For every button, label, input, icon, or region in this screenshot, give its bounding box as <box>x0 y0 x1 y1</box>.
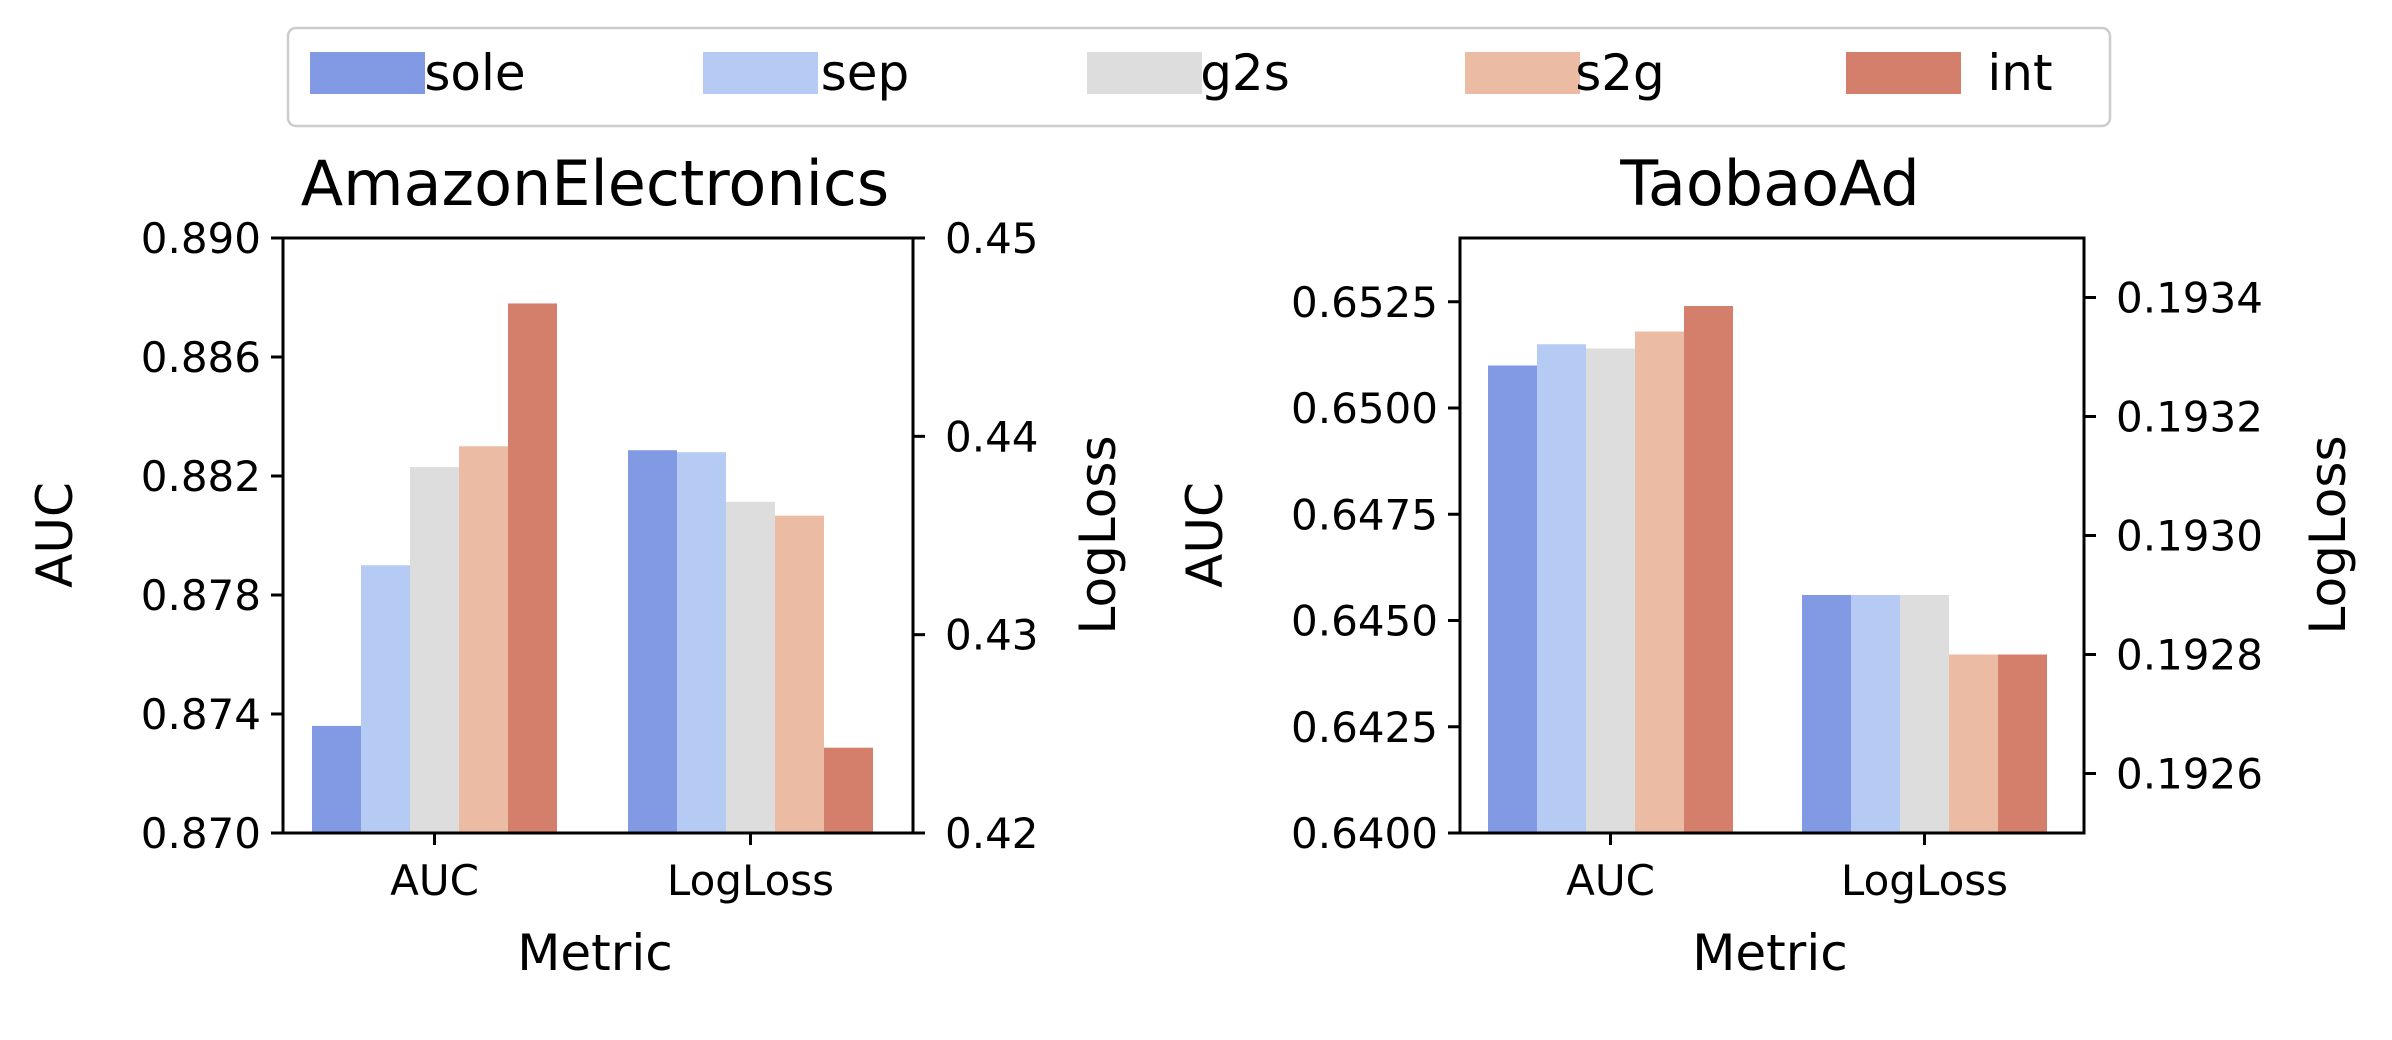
y-axis-right: 0.1926 0.1928 0.1930 0.1932 0.1934 <box>2084 274 2263 799</box>
bar-auc-int <box>1684 306 1733 833</box>
legend-label-sep: sep <box>821 44 910 102</box>
y-tick-label: 0.6450 <box>1291 597 1438 646</box>
legend-swatch-sole <box>310 52 425 94</box>
y-tick-label: 0.878 <box>141 571 261 620</box>
y-axis-label: AUC <box>1176 482 1234 588</box>
y-tick-label: 0.890 <box>141 214 261 263</box>
y-tick-label: 0.874 <box>141 690 261 739</box>
bar-logloss-s2g <box>1949 654 1998 833</box>
chart-title: AmazonElectronics <box>301 147 890 220</box>
bar-logloss-s2g <box>775 515 824 833</box>
y-axis-right-label: LogLoss <box>1069 436 1127 635</box>
bar-logloss-int <box>1998 654 2047 833</box>
legend-swatch-int <box>1846 52 1961 94</box>
x-tick-label: AUC <box>1566 856 1655 905</box>
y-tick-label: 0.870 <box>141 809 261 858</box>
chart-title: TaobaoAd <box>1619 147 1920 220</box>
y-right-tick-label: 0.45 <box>945 214 1039 263</box>
y-axis-right: 0.42 0.43 0.44 0.45 <box>913 214 1039 858</box>
bar-logloss-sole <box>1802 595 1851 833</box>
bar-auc-sep <box>361 565 410 833</box>
plot-frame <box>281 236 915 835</box>
bar-auc-s2g <box>459 446 508 833</box>
x-axis-label: Metric <box>517 924 672 982</box>
y-tick-label: 0.6525 <box>1291 278 1438 327</box>
y-axis-right-label: LogLoss <box>2299 436 2357 635</box>
y-axis-left: 0.6400 0.6425 0.6450 0.6475 0.6500 0.6525 <box>1291 278 1460 858</box>
legend-swatch-g2s <box>1087 52 1202 94</box>
y-right-tick-label: 0.1926 <box>2116 750 2263 799</box>
legend-label-sole: sole <box>424 44 525 102</box>
x-axis: AUC LogLoss <box>390 833 834 905</box>
bar-logloss-g2s <box>726 501 775 833</box>
bar-auc-sep <box>1537 344 1586 833</box>
bars-group <box>1488 306 2047 833</box>
bar-logloss-int <box>824 747 873 833</box>
y-right-tick-label: 0.43 <box>945 611 1039 660</box>
x-tick-label: LogLoss <box>667 856 834 905</box>
bar-auc-int <box>508 303 557 833</box>
y-right-tick-label: 0.44 <box>945 412 1039 461</box>
bar-logloss-sole <box>628 450 677 833</box>
x-tick-label: LogLoss <box>1841 856 2008 905</box>
y-right-tick-label: 0.1928 <box>2116 631 2263 680</box>
chart-taobao-ad: TaobaoAd 0.64000.64250.64500.64750.65000… <box>1176 147 2357 982</box>
x-axis: AUC LogLoss <box>1566 833 2008 905</box>
y-right-tick-label: 0.1930 <box>2116 512 2263 561</box>
x-tick-label: AUC <box>390 856 479 905</box>
y-axis-left: 0.870 0.874 0.878 0.882 0.886 0.890 <box>141 214 283 858</box>
y-right-tick-label: 0.1932 <box>2116 393 2263 442</box>
legend-swatch-s2g <box>1465 52 1580 94</box>
y-right-tick-label: 0.1934 <box>2116 274 2263 323</box>
y-tick-label: 0.6500 <box>1291 384 1438 433</box>
bar-logloss-sep <box>1851 595 1900 833</box>
bar-auc-g2s <box>410 467 459 833</box>
legend-label-g2s: g2s <box>1200 44 1290 102</box>
y-right-tick-label: 0.42 <box>945 809 1039 858</box>
legend-label-s2g: s2g <box>1575 44 1665 102</box>
chart-amazon-electronics: AmazonElectronics 0.8700.8740.8780.8820.… <box>26 147 1127 982</box>
x-axis-label: Metric <box>1692 924 1847 982</box>
bar-auc-g2s <box>1586 348 1635 833</box>
bar-auc-sole <box>312 725 361 833</box>
legend-label-int: int <box>1987 44 2052 102</box>
bar-auc-sole <box>1488 365 1537 833</box>
bar-logloss-g2s <box>1900 595 1949 833</box>
y-tick-label: 0.886 <box>141 333 261 382</box>
y-tick-label: 0.6425 <box>1291 703 1438 752</box>
legend-swatch-sep <box>703 52 818 94</box>
y-tick-label: 0.6400 <box>1291 809 1438 858</box>
legend: sole sep g2s s2g int <box>286 26 2112 128</box>
bar-logloss-sep <box>677 452 726 833</box>
y-tick-label: 0.882 <box>141 452 261 501</box>
bar-auc-s2g <box>1635 331 1684 833</box>
bars-group <box>312 303 873 833</box>
y-tick-label: 0.6475 <box>1291 490 1438 539</box>
y-axis-label: AUC <box>26 482 84 588</box>
